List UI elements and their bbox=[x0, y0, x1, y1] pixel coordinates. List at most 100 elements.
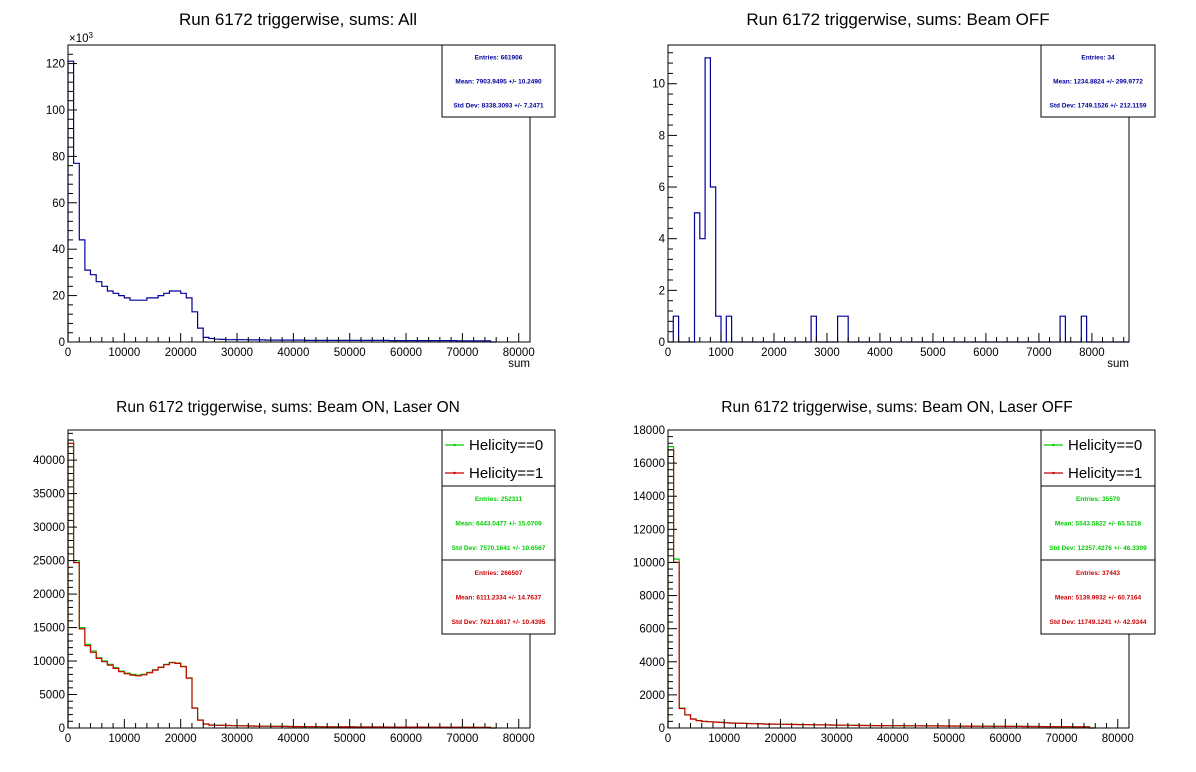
y-tick-label: 18000 bbox=[633, 425, 665, 437]
stats-line: Entries: 266507 bbox=[475, 570, 523, 577]
y-tick-label: 4 bbox=[659, 234, 666, 246]
stats-box: Entries: 35570 Mean: 5543.5822 +/- 65.521… bbox=[1040, 485, 1156, 561]
stats-line: Mean: 1234.8824 +/- 299.9772 bbox=[1053, 79, 1143, 86]
y-tick-label: 0 bbox=[659, 723, 665, 735]
x-axis-label: sum bbox=[508, 358, 530, 370]
x-tick-label: 50000 bbox=[334, 733, 366, 745]
y-tick-label: 40000 bbox=[33, 455, 65, 467]
y-tick-label: 10000 bbox=[33, 656, 65, 668]
x-tick-label: 20000 bbox=[764, 733, 796, 745]
legend: Helicity==0 Helicity==1 bbox=[1040, 429, 1156, 487]
y-multiplier-label: ×103 bbox=[69, 31, 94, 45]
y-tick-label: 14000 bbox=[633, 491, 665, 503]
y-tick-label: 40 bbox=[52, 244, 65, 256]
x-axis-label: sum bbox=[1107, 358, 1129, 370]
chart-title: Run 6172 triggerwise, sums: All bbox=[179, 10, 417, 29]
y-tick-label: 10000 bbox=[633, 557, 665, 569]
histogram-series-helicity1 bbox=[67, 442, 497, 729]
stats-line: Std Dev: 11749.1241 +/- 42.9344 bbox=[1049, 619, 1146, 626]
x-tick-label: 8000 bbox=[1079, 347, 1105, 359]
chart-title: Run 6172 triggerwise, sums: Beam ON, Las… bbox=[721, 399, 1072, 416]
histogram-series-main bbox=[67, 60, 497, 343]
x-tick-label: 7000 bbox=[1026, 347, 1052, 359]
x-tick-label: 0 bbox=[665, 733, 671, 745]
stats-box: Entries: 34 Mean: 1234.8824 +/- 299.9772 S… bbox=[1040, 44, 1156, 118]
y-tick-label: 6000 bbox=[639, 624, 665, 636]
y-tick-label: 2 bbox=[659, 285, 665, 297]
chart-title: Run 6172 triggerwise, sums: Beam ON, Las… bbox=[116, 399, 460, 416]
stats-line: Std Dev: 12357.4276 +/- 46.3309 bbox=[1049, 545, 1147, 552]
stats-line: Entries: 661906 bbox=[475, 55, 523, 62]
x-tick-label: 20000 bbox=[165, 733, 197, 745]
stats-line: Mean: 7903.9495 +/- 10.2490 bbox=[455, 79, 542, 86]
y-tick-label: 25000 bbox=[33, 556, 65, 568]
x-tick-label: 70000 bbox=[446, 347, 478, 359]
y-tick-label: 16000 bbox=[633, 458, 665, 470]
stats-line: Entries: 34 bbox=[1081, 55, 1115, 62]
y-tick-label: 5000 bbox=[39, 690, 65, 702]
x-tick-label: 2000 bbox=[761, 347, 787, 359]
x-tick-label: 40000 bbox=[877, 733, 909, 745]
x-tick-label: 60000 bbox=[989, 733, 1021, 745]
stats-line: Std Dev: 1749.1526 +/- 212.1159 bbox=[1049, 103, 1146, 110]
y-tick-label: 4000 bbox=[639, 657, 665, 669]
x-tick-label: 40000 bbox=[277, 347, 309, 359]
histogram-series-helicity0 bbox=[667, 446, 1096, 729]
histogram-panel-3: Run 6172 triggerwise, sums: Beam ON, Las… bbox=[33, 399, 556, 745]
legend-marker bbox=[453, 443, 456, 447]
x-tick-label: 30000 bbox=[221, 733, 253, 745]
legend-label: Helicity==0 bbox=[469, 437, 543, 454]
stats-line: Mean: 6443.0477 +/- 15.0709 bbox=[455, 521, 542, 528]
x-tick-label: 6000 bbox=[973, 347, 999, 359]
y-tick-label: 0 bbox=[59, 723, 65, 735]
y-tick-label: 20 bbox=[52, 291, 65, 303]
x-tick-label: 3000 bbox=[814, 347, 840, 359]
y-tick-label: 2000 bbox=[639, 690, 665, 702]
y-tick-label: 80 bbox=[52, 151, 65, 163]
x-tick-label: 80000 bbox=[503, 733, 535, 745]
y-tick-label: 6 bbox=[659, 182, 665, 194]
y-tick-label: 8 bbox=[659, 130, 665, 142]
x-tick-label: 60000 bbox=[390, 347, 422, 359]
stats-box: Entries: 37443 Mean: 5139.9932 +/- 60.716… bbox=[1040, 559, 1156, 635]
stats-box: Entries: 252311 Mean: 6443.0477 +/- 15.07… bbox=[441, 485, 556, 561]
legend-marker bbox=[1052, 471, 1055, 475]
stats-line: Mean: 5543.5822 +/- 65.5218 bbox=[1055, 521, 1142, 528]
x-tick-label: 0 bbox=[65, 347, 71, 359]
x-tick-label: 30000 bbox=[221, 347, 253, 359]
stats-line: Entries: 35570 bbox=[1076, 496, 1120, 503]
y-tick-label: 0 bbox=[59, 337, 65, 349]
y-tick-label: 0 bbox=[659, 337, 665, 349]
x-tick-label: 10000 bbox=[708, 733, 740, 745]
stats-line: Std Dev: 8338.3093 +/- 7.2471 bbox=[453, 103, 544, 110]
histogram-series-helicity0 bbox=[67, 439, 497, 729]
stats-line: Mean: 6111.2334 +/- 14.7637 bbox=[456, 595, 542, 602]
x-tick-label: 20000 bbox=[165, 347, 197, 359]
x-tick-label: 4000 bbox=[867, 347, 893, 359]
histogram-series-helicity1 bbox=[667, 449, 1096, 729]
x-tick-label: 70000 bbox=[446, 733, 478, 745]
x-tick-label: 50000 bbox=[933, 733, 965, 745]
x-tick-label: 50000 bbox=[334, 347, 366, 359]
x-tick-label: 5000 bbox=[920, 347, 946, 359]
y-tick-label: 120 bbox=[46, 59, 65, 71]
legend: Helicity==0 Helicity==1 bbox=[441, 429, 556, 487]
y-tick-label: 20000 bbox=[33, 589, 65, 601]
stats-line: Std Dev: 7570.1641 +/- 10.6567 bbox=[452, 545, 546, 552]
x-tick-label: 60000 bbox=[390, 733, 422, 745]
stats-line: Std Dev: 7621.6817 +/- 10.4395 bbox=[452, 619, 546, 626]
stats-line: Entries: 37443 bbox=[1076, 570, 1120, 577]
y-tick-label: 10 bbox=[652, 79, 665, 91]
x-tick-label: 0 bbox=[65, 733, 71, 745]
x-tick-label: 0 bbox=[665, 347, 671, 359]
legend-label: Helicity==1 bbox=[1068, 465, 1142, 482]
y-tick-label: 60 bbox=[52, 198, 65, 210]
stats-box: Entries: 266507 Mean: 6111.2334 +/- 14.76… bbox=[441, 559, 556, 635]
y-tick-label: 100 bbox=[46, 105, 65, 117]
stats-box: Entries: 661906 Mean: 7903.9495 +/- 10.24… bbox=[441, 44, 556, 118]
y-tick-label: 35000 bbox=[33, 489, 65, 501]
x-tick-label: 80000 bbox=[1102, 733, 1134, 745]
